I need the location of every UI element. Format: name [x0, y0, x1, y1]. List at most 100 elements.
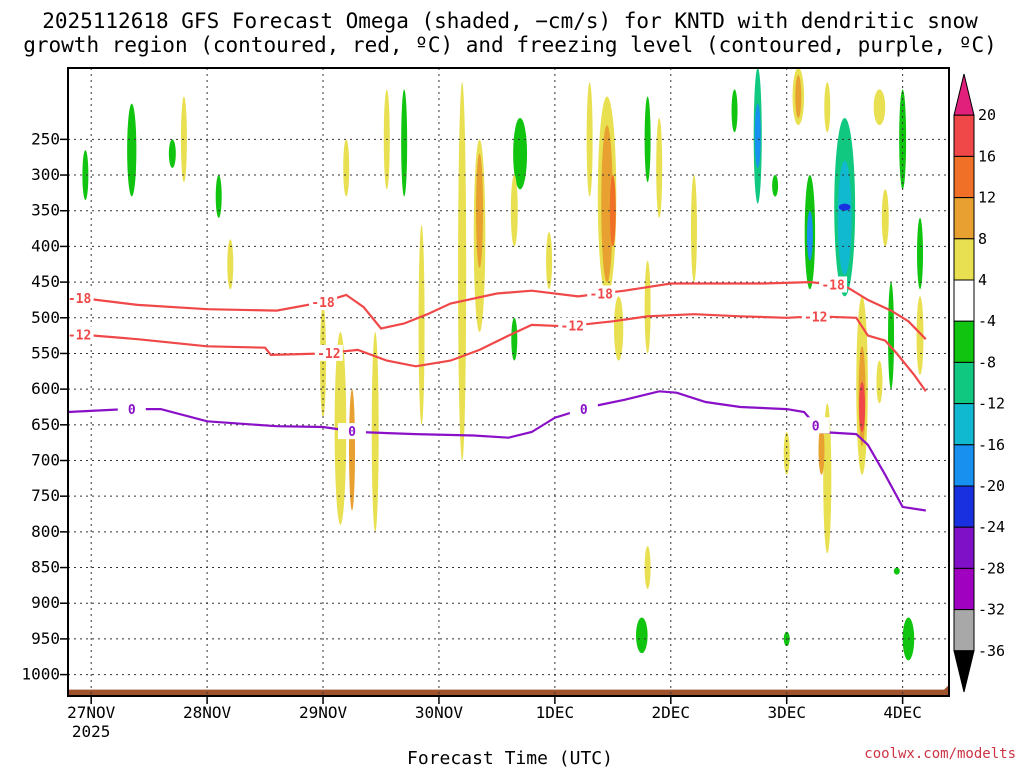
colorbar-swatch: [953, 444, 975, 487]
omega-region: [644, 96, 651, 183]
omega-region: [168, 139, 176, 168]
contour-label: -18: [311, 296, 335, 311]
omega-region: [644, 546, 651, 589]
y-axis: 250 300 350 400 450 500 550 600 650 700 750 800 850 9…: [21, 129, 68, 684]
y-tick-label: 1000: [21, 665, 60, 684]
contour-label: 0: [128, 403, 136, 418]
contour-label-bg: [68, 289, 94, 306]
y-tick-label: 300: [31, 165, 60, 184]
omega-region: [227, 239, 234, 290]
y-tick-label: 250: [31, 129, 60, 148]
colorbar-label: -32: [978, 601, 1005, 619]
contour-label: -18: [821, 278, 845, 293]
colorbar-swatch: [953, 320, 975, 363]
omega-region: [510, 175, 518, 247]
colorbar-label: -12: [978, 395, 1005, 413]
colorbar-label: -28: [978, 559, 1005, 577]
omega-region: [82, 150, 89, 201]
colorbar-swatch: [953, 567, 975, 611]
colorbar-swatch: [953, 526, 975, 569]
omega-region: [636, 617, 648, 654]
omega-region: [859, 382, 866, 432]
omega-region: [586, 82, 593, 197]
contour-label-bg: [801, 308, 830, 325]
omega-region: [343, 139, 350, 197]
terrain-surface: [68, 684, 949, 696]
omega-region: [888, 282, 895, 390]
omega-region: [881, 189, 889, 247]
contour-line: [68, 390, 926, 512]
contour-label: -12: [561, 320, 584, 335]
colorbar-swatch: [953, 114, 975, 157]
contour-label: -18: [68, 292, 92, 307]
x-axis-label: Forecast Time (UTC): [407, 748, 613, 768]
colorbar-label: 16: [978, 147, 996, 165]
contour-label-bg: [117, 401, 146, 418]
contour-label: -12: [68, 328, 91, 343]
contour-label-bg: [801, 417, 830, 434]
contour-label: -12: [804, 310, 827, 325]
omega-region: [546, 232, 553, 290]
colorbar-label: 8: [978, 230, 987, 248]
omega-region: [838, 203, 851, 211]
omega-region: [772, 175, 779, 197]
colorbar-label: 4: [978, 271, 987, 289]
y-tick-label: 550: [31, 343, 60, 362]
x-tick-label: 4DEC: [883, 703, 922, 722]
colorbar-label: 20: [978, 106, 996, 124]
contour-label-bg: [68, 326, 94, 343]
y-tick-label: 750: [31, 486, 60, 505]
colorbar-label: -20: [978, 477, 1005, 495]
contour-label-bg: [338, 423, 367, 440]
colorbar-swatch: [953, 403, 975, 446]
x-tick-label: 27NOV: [67, 703, 116, 722]
colorbar-swatch: [953, 155, 975, 199]
omega-region: [690, 175, 697, 283]
colorbar-swatch: [953, 609, 975, 652]
contour-line: [68, 313, 927, 392]
x-tick-label: 30NOV: [415, 703, 464, 722]
credit-text: coolwx.com/modelts: [864, 746, 1016, 762]
y-tick-label: 700: [31, 451, 60, 470]
y-tick-label: 850: [31, 558, 60, 577]
plot-frame: [67, 67, 950, 697]
contour-label: 0: [580, 403, 588, 418]
omega-region: [824, 82, 831, 133]
chart-title-line-1: 2025112618 GFS Forecast Omega (shaded, −…: [42, 9, 978, 33]
x-tick-label: 2DEC: [652, 703, 691, 722]
y-tick-label: 950: [31, 629, 60, 648]
omega-region: [656, 117, 663, 218]
omega-region: [458, 82, 467, 461]
y-tick-label: 800: [31, 522, 60, 541]
omega-region: [876, 360, 883, 404]
contour-label: 0: [348, 425, 356, 440]
omega-region: [476, 153, 483, 268]
omega-region: [916, 296, 924, 375]
contour-lines: -18 -18 -18 -18 -12 -12 -12 -12 0 0 0 0: [68, 276, 927, 512]
contour-label-bg: [558, 317, 587, 334]
colorbar-swatch: [953, 197, 975, 240]
y-tick-label: 500: [31, 308, 60, 327]
y-tick-label: 450: [31, 272, 60, 291]
omega-region: [795, 75, 802, 118]
contour-label: 0: [812, 419, 820, 434]
omega-region: [609, 175, 616, 247]
x-tick-label: 29NOV: [299, 703, 348, 722]
contour-label-bg: [569, 400, 598, 417]
colorbar-swatch: [953, 279, 975, 322]
grid-lines: [68, 68, 949, 696]
omega-region: [418, 225, 425, 425]
chart-title-line-2: growth region (contoured, red, ºC) and f…: [23, 33, 997, 57]
omega-region: [873, 89, 886, 126]
contour-label: -12: [317, 347, 340, 362]
y-tick-label: 650: [31, 415, 60, 434]
omega-region: [513, 117, 528, 190]
omega-region: [601, 125, 613, 283]
omega-region: [127, 103, 137, 197]
omega-region: [644, 260, 651, 354]
x-tick-label: 28NOV: [183, 703, 232, 722]
contour-label-bg: [309, 294, 338, 311]
omega-region: [215, 175, 222, 218]
